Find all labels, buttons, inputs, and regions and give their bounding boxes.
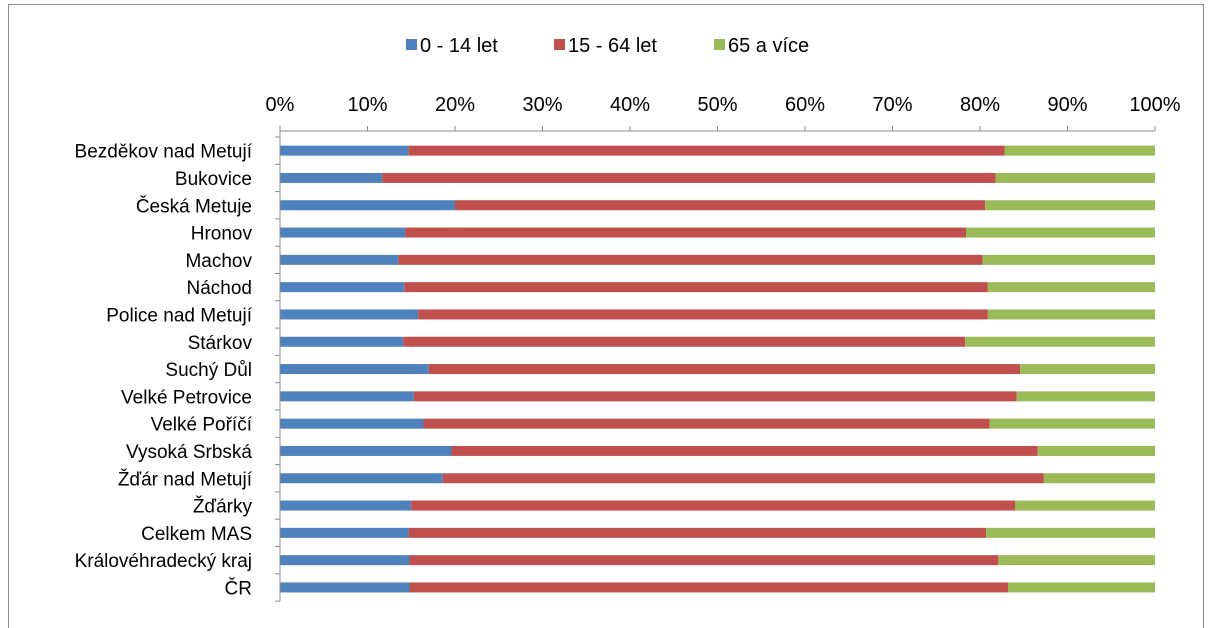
category-label: Žďár nad Metují xyxy=(118,468,253,490)
bar-0-14-let-suchy-dul xyxy=(280,364,429,375)
category-label: Česká Metuje xyxy=(136,195,252,217)
legend-label-0-14-let: 0 - 14 let xyxy=(420,35,498,57)
legend-swatch-0-14-let xyxy=(406,39,417,50)
bar-65-a-vice-zdarky xyxy=(1015,500,1155,511)
bar-65-a-vice-starkov xyxy=(965,336,1155,347)
bar-15-64-let-bezdekov-nad-metuji xyxy=(408,145,1005,156)
bar-15-64-let-suchy-dul xyxy=(428,364,1021,375)
x-tick-label: 90% xyxy=(1047,94,1087,116)
category-label: Žďárky xyxy=(193,496,253,518)
category-label: Stárkov xyxy=(188,333,253,354)
bar-65-a-vice-machov xyxy=(982,254,1155,265)
bar-0-14-let-bukovice xyxy=(280,172,383,183)
x-tick-label: 40% xyxy=(610,94,650,116)
legend-label-65-a-vice: 65 a více xyxy=(728,35,809,57)
bar-15-64-let-celkem-mas xyxy=(408,527,987,538)
bar-15-64-let-velke-petrovice xyxy=(413,391,1017,402)
category-label: Královéhradecký kraj xyxy=(75,551,252,572)
category-label: Náchod xyxy=(187,278,253,299)
bar-0-14-let-velke-petrovice xyxy=(280,391,414,402)
bar-0-14-let-police-nad-metuji xyxy=(280,309,419,320)
x-tick-label: 0% xyxy=(266,94,295,116)
bar-0-14-let-velke-porici xyxy=(280,418,424,429)
bar-15-64-let-machov xyxy=(398,254,983,265)
bar-65-a-vice-police-nad-metuji xyxy=(987,309,1155,320)
bar-15-64-let-zdarky xyxy=(411,500,1015,511)
bar-0-14-let-machov xyxy=(280,254,399,265)
bar-0-14-let-hronov xyxy=(280,227,406,238)
bar-15-64-let-zdar-nad-metuji xyxy=(442,473,1044,484)
bar-0-14-let-zdarky xyxy=(280,500,412,511)
bar-65-a-vice-hronov xyxy=(966,227,1155,238)
bar-65-a-vice-bezdekov-nad-metuji xyxy=(1004,145,1155,156)
category-label: Bezděkov nad Metují xyxy=(75,142,253,163)
bar-15-64-let-hronov xyxy=(405,227,966,238)
x-tick-label: 60% xyxy=(785,94,825,116)
bar-15-64-let-velke-porici xyxy=(423,418,990,429)
x-tick-label: 20% xyxy=(435,94,475,116)
bar-65-a-vice-cr xyxy=(1008,582,1155,593)
bar-65-a-vice-vysoka-srbska xyxy=(1037,445,1155,456)
bar-15-64-let-police-nad-metuji xyxy=(418,309,988,320)
category-label: ČR xyxy=(225,577,252,599)
legend: 0 - 14 let 15 - 64 let 65 a více xyxy=(406,35,809,57)
bar-0-14-let-vysoka-srbska xyxy=(280,445,452,456)
bars xyxy=(280,145,1155,593)
bar-0-14-let-bezdekov-nad-metuji xyxy=(280,145,409,156)
bar-65-a-vice-nachod xyxy=(987,282,1155,293)
category-label: Machov xyxy=(185,251,252,272)
bar-15-64-let-nachod xyxy=(404,282,988,293)
bar-0-14-let-kralovehradecky-kraj xyxy=(280,555,410,566)
bar-0-14-let-starkov xyxy=(280,336,404,347)
bar-65-a-vice-suchy-dul xyxy=(1020,364,1155,375)
bar-15-64-let-cr xyxy=(409,582,1008,593)
legend-swatch-15-64-let xyxy=(554,39,565,50)
y-axis: Bezděkov nad Metují Bukovice Česká Metuje H… xyxy=(75,131,281,602)
x-tick-label: 50% xyxy=(697,94,737,116)
x-tick-label: 80% xyxy=(960,94,1000,116)
bar-0-14-let-cr xyxy=(280,582,410,593)
category-label: Celkem MAS xyxy=(141,524,252,545)
bar-65-a-vice-velke-petrovice xyxy=(1016,391,1155,402)
category-label: Velké Petrovice xyxy=(121,387,252,408)
bar-65-a-vice-ceska-metuje xyxy=(985,200,1155,211)
bar-15-64-let-bukovice xyxy=(382,172,996,183)
bar-15-64-let-starkov xyxy=(403,336,966,347)
bar-0-14-let-celkem-mas xyxy=(280,527,409,538)
legend-label-15-64-let: 15 - 64 let xyxy=(568,35,657,57)
bar-15-64-let-ceska-metuje xyxy=(455,200,986,211)
bar-65-a-vice-velke-porici xyxy=(989,418,1155,429)
bar-0-14-let-nachod xyxy=(280,282,405,293)
bar-65-a-vice-kralovehradecky-kraj xyxy=(998,555,1155,566)
bar-0-14-let-ceska-metuje xyxy=(280,200,455,211)
chart-frame xyxy=(8,4,1204,628)
category-label: Bukovice xyxy=(175,169,252,190)
x-axis: 0% 10% 20% 30% 40% 50% 60% 70% 80% 90% 100% xyxy=(266,94,1181,132)
category-label: Hronov xyxy=(191,224,253,245)
x-tick-label: 70% xyxy=(872,94,912,116)
bar-15-64-let-kralovehradecky-kraj xyxy=(409,555,999,566)
x-tick-label: 10% xyxy=(347,94,387,116)
category-label: Velké Poříčí xyxy=(151,415,253,436)
bar-65-a-vice-celkem-mas xyxy=(986,527,1155,538)
legend-swatch-65-a-vice xyxy=(714,39,725,50)
bar-65-a-vice-bukovice xyxy=(995,172,1155,183)
bar-0-14-let-zdar-nad-metuji xyxy=(280,473,443,484)
x-tick-label: 100% xyxy=(1129,94,1180,116)
x-tick-label: 30% xyxy=(522,94,562,116)
category-label: Suchý Důl xyxy=(165,360,252,381)
category-label: Police nad Metují xyxy=(106,305,252,326)
bar-15-64-let-vysoka-srbska xyxy=(451,445,1038,456)
bar-65-a-vice-zdar-nad-metuji xyxy=(1043,473,1155,484)
category-label: Vysoká Srbská xyxy=(126,442,252,463)
